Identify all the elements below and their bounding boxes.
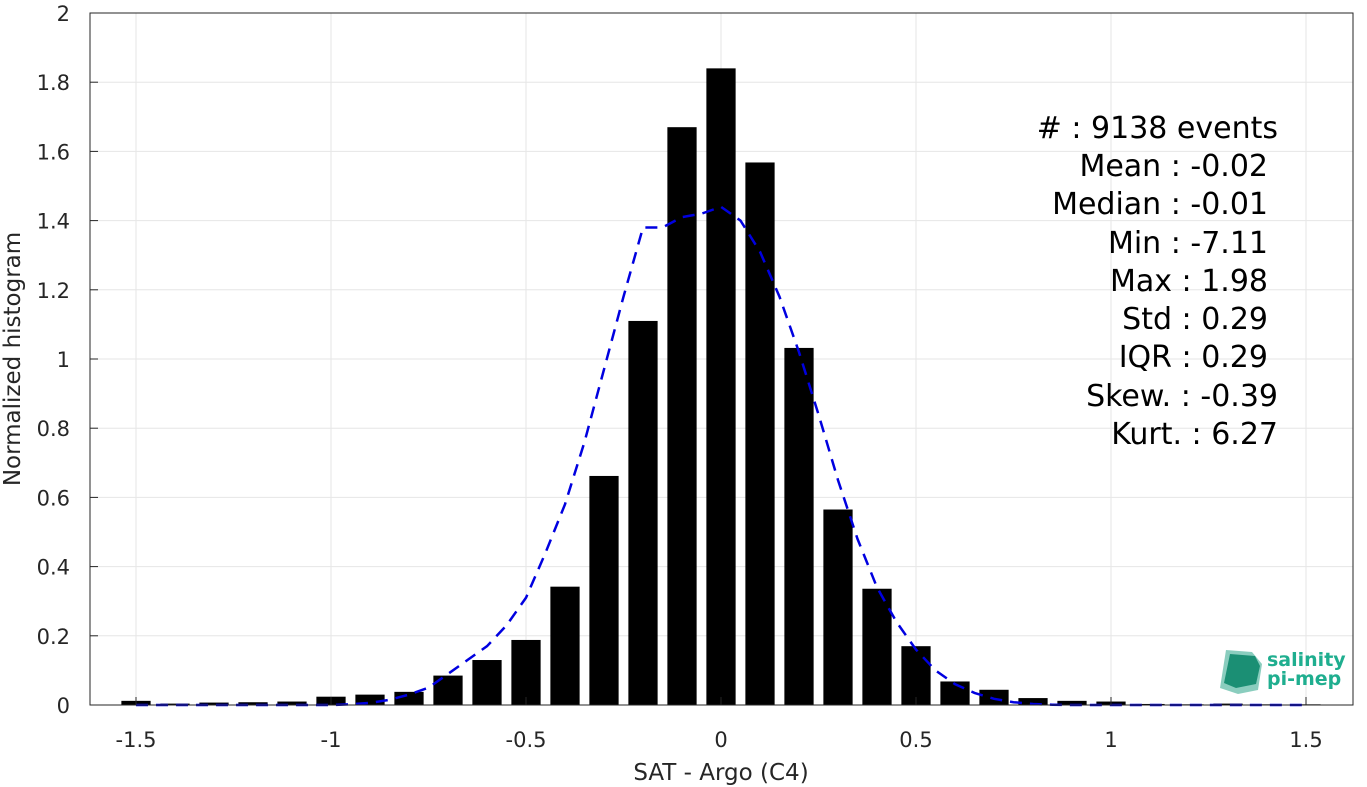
stat-max: Max : 1.98 xyxy=(1110,264,1268,299)
histogram-bar xyxy=(979,689,1009,705)
y-tick-label: 0.4 xyxy=(37,556,70,580)
stat-std: Std : 0.29 xyxy=(1122,302,1268,337)
stat-mean: Mean : -0.02 xyxy=(1079,149,1268,184)
histogram-bar xyxy=(1213,703,1243,705)
y-tick-label: 1.8 xyxy=(37,71,70,95)
y-tick-label: 1 xyxy=(57,348,70,372)
histogram-bar xyxy=(628,320,658,705)
logo-line-2: pi-mep xyxy=(1267,668,1341,690)
stat-skewness: Skew. : -0.39 xyxy=(1086,379,1278,414)
histogram-bar xyxy=(277,701,307,705)
histogram-bar xyxy=(1057,700,1087,705)
histogram-bar xyxy=(589,475,619,705)
histogram-bar xyxy=(901,646,931,705)
histogram-bar xyxy=(550,586,580,705)
logo-line-1: salinity xyxy=(1267,649,1346,671)
y-tick-label: 1.2 xyxy=(37,279,70,303)
salinity-pi-mep-logo: salinity pi-mep xyxy=(1220,649,1346,694)
stat-kurtosis: Kurt. : 6.27 xyxy=(1111,417,1278,452)
stat-iqr: IQR : 0.29 xyxy=(1119,340,1268,375)
y-tick-label: 0 xyxy=(57,694,70,718)
histogram-bar xyxy=(511,639,541,705)
histogram-bar xyxy=(394,691,424,705)
stat-median: Median : -0.01 xyxy=(1052,187,1268,222)
histogram-bar xyxy=(784,347,814,705)
x-tick-label: 1.5 xyxy=(1289,728,1322,752)
y-tick-label: 2 xyxy=(57,2,70,26)
histogram-bar xyxy=(862,588,892,705)
y-axis-label: Normalized histogram xyxy=(0,232,26,486)
histogram-bar xyxy=(355,694,385,705)
histogram-bar xyxy=(199,702,229,705)
y-tick-label: 1.6 xyxy=(37,140,70,164)
x-tick-label: -1.5 xyxy=(116,728,157,752)
y-tick-label: 1.4 xyxy=(37,210,70,234)
x-axis-ticks: -1.5 -1 -0.5 0 0.5 1 1.5 xyxy=(116,697,1323,752)
histogram-bar xyxy=(238,702,268,705)
stat-min: Min : -7.11 xyxy=(1108,226,1268,261)
y-axis-ticks: 0 0.2 0.4 0.6 0.8 1 1.2 1.4 1.6 1.8 2 xyxy=(37,2,98,718)
histogram-bar xyxy=(823,509,853,705)
y-tick-label: 0.2 xyxy=(37,625,70,649)
x-axis-label: SAT - Argo (C4) xyxy=(633,760,808,786)
x-tick-label: -1 xyxy=(321,728,342,752)
x-tick-label: 0 xyxy=(714,728,727,752)
histogram-bar xyxy=(745,162,775,706)
stat-count: # : 9138 events xyxy=(1037,111,1278,146)
histogram-bar xyxy=(472,660,502,705)
statistics-box: # : 9138 events Mean : -0.02 Median : -0… xyxy=(1037,111,1278,452)
y-tick-label: 0.6 xyxy=(37,486,70,510)
x-tick-label: -0.5 xyxy=(506,728,547,752)
histogram-bar xyxy=(1018,698,1048,705)
y-tick-label: 0.8 xyxy=(37,417,70,441)
histogram-bar xyxy=(160,703,190,705)
x-tick-label: 0.5 xyxy=(899,728,932,752)
histogram-bar xyxy=(667,127,697,706)
x-tick-label: 1 xyxy=(1104,728,1117,752)
histogram-bar xyxy=(706,68,736,706)
